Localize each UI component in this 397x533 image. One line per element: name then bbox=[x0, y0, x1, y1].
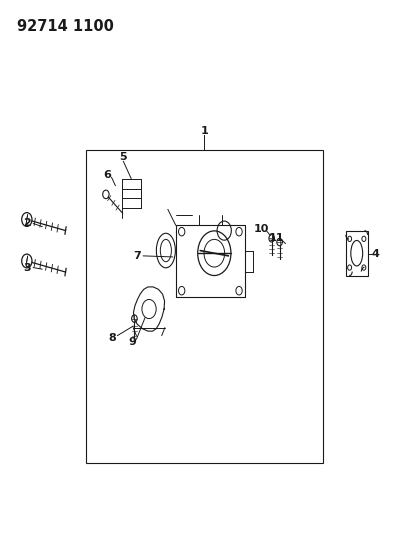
Text: 11: 11 bbox=[269, 233, 285, 244]
Bar bbox=[86, 150, 323, 463]
Text: 4: 4 bbox=[372, 249, 379, 259]
Bar bbox=[346, 231, 368, 276]
Text: 10: 10 bbox=[253, 224, 269, 235]
Text: 7: 7 bbox=[133, 251, 141, 261]
Text: 9: 9 bbox=[129, 337, 137, 347]
Text: 6: 6 bbox=[104, 170, 112, 180]
Text: 8: 8 bbox=[108, 333, 116, 343]
Text: 2: 2 bbox=[23, 218, 31, 228]
Text: 1: 1 bbox=[200, 126, 208, 136]
Text: 3: 3 bbox=[23, 263, 31, 272]
Text: 92714 1100: 92714 1100 bbox=[17, 19, 114, 34]
Text: 5: 5 bbox=[119, 152, 127, 162]
